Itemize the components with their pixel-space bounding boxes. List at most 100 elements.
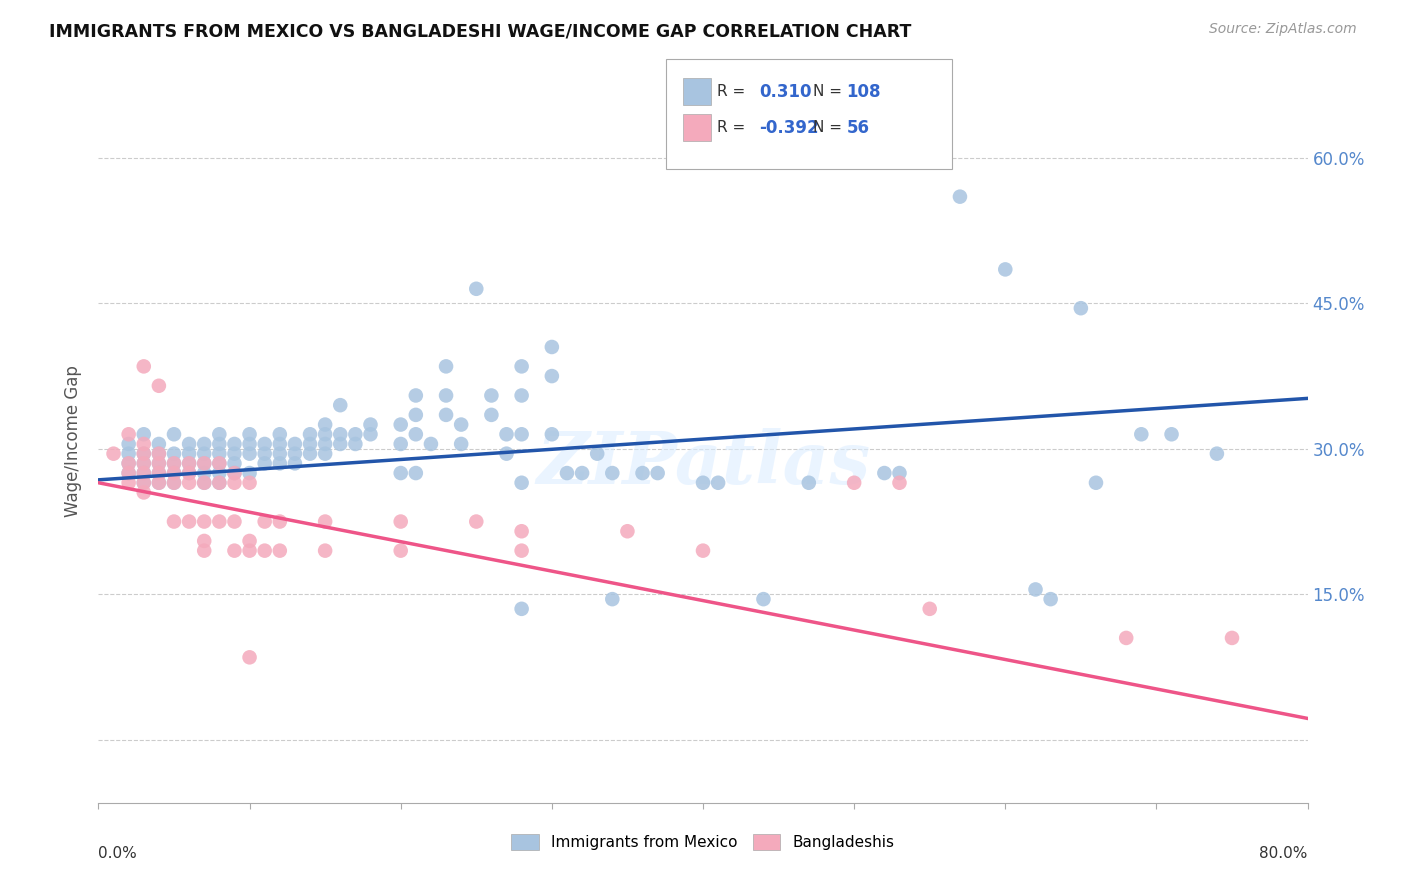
Point bbox=[118, 427, 141, 442]
Point bbox=[132, 359, 155, 374]
Point bbox=[132, 447, 155, 461]
Point bbox=[1160, 427, 1182, 442]
Point bbox=[299, 427, 322, 442]
Text: R =: R = bbox=[717, 120, 751, 135]
Point bbox=[329, 398, 352, 412]
Point bbox=[224, 515, 246, 529]
Point bbox=[450, 417, 472, 432]
Point bbox=[602, 592, 624, 607]
Point bbox=[193, 475, 215, 490]
Point bbox=[148, 456, 170, 470]
Point bbox=[253, 456, 276, 470]
Point bbox=[253, 515, 276, 529]
Point bbox=[389, 417, 412, 432]
Point bbox=[752, 592, 775, 607]
Point bbox=[179, 447, 201, 461]
Point bbox=[314, 427, 336, 442]
Point bbox=[224, 475, 246, 490]
Point bbox=[314, 437, 336, 451]
Point bbox=[193, 515, 215, 529]
Point bbox=[949, 189, 972, 203]
Point bbox=[555, 466, 578, 480]
Point bbox=[193, 475, 215, 490]
Point bbox=[103, 447, 125, 461]
Point bbox=[224, 543, 246, 558]
Point bbox=[208, 475, 231, 490]
Text: ZIPatlas: ZIPatlas bbox=[536, 428, 870, 499]
Point bbox=[132, 456, 155, 470]
Point bbox=[132, 447, 155, 461]
Point bbox=[208, 427, 231, 442]
Point bbox=[179, 456, 201, 470]
Point bbox=[208, 437, 231, 451]
Point bbox=[132, 485, 155, 500]
Point bbox=[193, 543, 215, 558]
Point bbox=[118, 437, 141, 451]
Point bbox=[389, 515, 412, 529]
Text: 80.0%: 80.0% bbox=[1260, 847, 1308, 861]
Point bbox=[208, 447, 231, 461]
Point bbox=[616, 524, 638, 539]
Point bbox=[631, 466, 654, 480]
Y-axis label: Wage/Income Gap: Wage/Income Gap bbox=[65, 366, 83, 517]
Point bbox=[540, 427, 562, 442]
Point bbox=[118, 447, 141, 461]
Text: 0.310: 0.310 bbox=[759, 83, 811, 101]
Point bbox=[132, 475, 155, 490]
Point bbox=[163, 466, 186, 480]
Point bbox=[692, 543, 714, 558]
Point bbox=[239, 447, 262, 461]
Point bbox=[314, 447, 336, 461]
Point bbox=[239, 650, 262, 665]
Point bbox=[797, 475, 820, 490]
Point bbox=[163, 456, 186, 470]
Point bbox=[163, 427, 186, 442]
Point bbox=[299, 447, 322, 461]
Point bbox=[647, 466, 669, 480]
Point bbox=[389, 466, 412, 480]
Point bbox=[269, 515, 291, 529]
Point bbox=[179, 515, 201, 529]
Point bbox=[148, 378, 170, 392]
Point bbox=[148, 466, 170, 480]
Point bbox=[239, 475, 262, 490]
Point bbox=[510, 388, 533, 402]
Point bbox=[540, 340, 562, 354]
Point bbox=[284, 447, 307, 461]
Point bbox=[405, 466, 427, 480]
Text: IMMIGRANTS FROM MEXICO VS BANGLADESHI WAGE/INCOME GAP CORRELATION CHART: IMMIGRANTS FROM MEXICO VS BANGLADESHI WA… bbox=[49, 22, 911, 40]
Point bbox=[269, 427, 291, 442]
Point bbox=[434, 388, 457, 402]
Text: 56: 56 bbox=[846, 119, 869, 136]
Point bbox=[1070, 301, 1092, 316]
Point bbox=[405, 427, 427, 442]
Point bbox=[450, 437, 472, 451]
Point bbox=[163, 456, 186, 470]
Point bbox=[148, 447, 170, 461]
Point bbox=[284, 456, 307, 470]
Point bbox=[239, 533, 262, 548]
Point bbox=[329, 437, 352, 451]
Point bbox=[1130, 427, 1153, 442]
Point bbox=[918, 131, 941, 145]
Point bbox=[844, 475, 866, 490]
Point bbox=[132, 456, 155, 470]
Point bbox=[1085, 475, 1108, 490]
Point bbox=[179, 466, 201, 480]
Text: 0.0%: 0.0% bbox=[98, 847, 138, 861]
Point bbox=[389, 437, 412, 451]
Point bbox=[510, 543, 533, 558]
Point bbox=[132, 466, 155, 480]
Text: 108: 108 bbox=[846, 83, 882, 101]
Point bbox=[344, 437, 367, 451]
Point bbox=[224, 447, 246, 461]
Point bbox=[253, 437, 276, 451]
Point bbox=[148, 437, 170, 451]
Point bbox=[179, 437, 201, 451]
Point bbox=[163, 475, 186, 490]
Point bbox=[1220, 631, 1243, 645]
Point bbox=[540, 369, 562, 384]
Point bbox=[193, 456, 215, 470]
Point bbox=[269, 447, 291, 461]
Legend: Immigrants from Mexico, Bangladeshis: Immigrants from Mexico, Bangladeshis bbox=[505, 828, 901, 856]
